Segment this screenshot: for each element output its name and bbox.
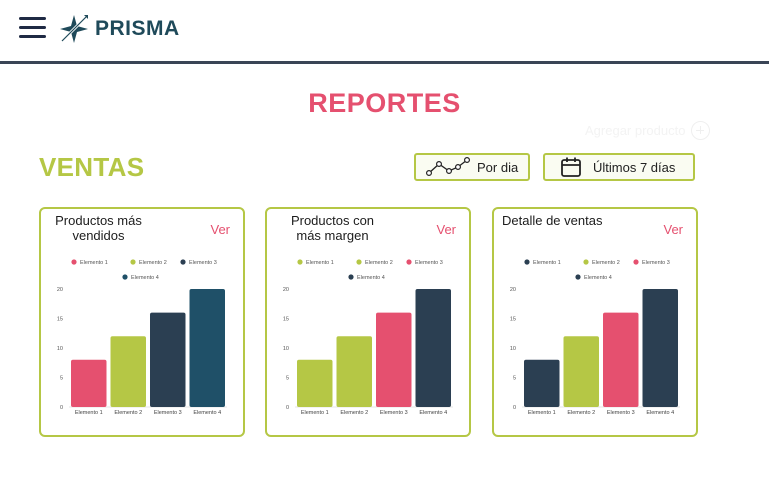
y-tick-label: 15 bbox=[510, 317, 516, 323]
add-circle-icon bbox=[691, 121, 711, 140]
bar-chart: Elemento 1 Elemento 2 Elemento 3 Elemento 4… bbox=[57, 259, 227, 416]
legend-marker bbox=[524, 259, 530, 265]
legend-label: Elemento 4 bbox=[131, 275, 159, 281]
y-tick-label: 10 bbox=[57, 346, 63, 352]
filter-by-day-button[interactable]: Por dia bbox=[414, 153, 530, 181]
card-title: Productos más vendidos bbox=[51, 213, 146, 243]
legend-label: Elemento 3 bbox=[642, 260, 670, 266]
bar bbox=[415, 289, 451, 407]
legend-marker bbox=[122, 274, 128, 280]
bar bbox=[189, 289, 225, 407]
bar bbox=[110, 336, 146, 407]
y-tick-label: 0 bbox=[286, 405, 289, 411]
bar-chart: Elemento 1 Elemento 2 Elemento 3 Elemento 4… bbox=[283, 259, 453, 416]
add-product-button[interactable]: Agregar producto bbox=[585, 121, 711, 140]
ver-link[interactable]: Ver bbox=[436, 222, 456, 237]
card-title-line1: Productos con bbox=[290, 213, 375, 228]
legend-marker bbox=[406, 259, 412, 265]
x-tick-label: Elemento 3 bbox=[154, 410, 182, 416]
date-range-button[interactable]: Últimos 7 días bbox=[543, 153, 695, 181]
x-tick-label: Elemento 2 bbox=[567, 410, 595, 416]
bar-chart: Elemento 1 Elemento 2 Elemento 3 Elemento 4… bbox=[510, 259, 680, 416]
card-title-line2: vendidos bbox=[72, 228, 125, 243]
x-tick-label: Elemento 1 bbox=[75, 410, 103, 416]
x-tick-label: Elemento 1 bbox=[301, 410, 329, 416]
bar bbox=[297, 359, 333, 407]
legend-marker bbox=[575, 274, 581, 280]
calendar-icon bbox=[561, 157, 581, 177]
bar bbox=[603, 312, 639, 407]
legend-marker bbox=[71, 259, 77, 265]
filter-by-day-label: Por dia bbox=[477, 159, 519, 175]
bar bbox=[563, 336, 599, 407]
y-tick-label: 15 bbox=[57, 317, 63, 323]
x-tick-label: Elemento 2 bbox=[114, 410, 142, 416]
legend-label: Elemento 2 bbox=[139, 260, 167, 266]
legend-label: Elemento 1 bbox=[533, 260, 561, 266]
page-title: REPORTES bbox=[308, 88, 461, 118]
menu-icon[interactable] bbox=[19, 17, 46, 39]
line-trend-icon bbox=[425, 156, 470, 177]
legend-marker bbox=[130, 259, 136, 265]
x-tick-label: Elemento 3 bbox=[380, 410, 408, 416]
legend-label: Elemento 1 bbox=[306, 260, 334, 266]
legend-label: Elemento 1 bbox=[80, 260, 108, 266]
y-tick-label: 5 bbox=[286, 376, 289, 382]
bar bbox=[642, 289, 678, 407]
x-tick-label: Elemento 4 bbox=[646, 410, 674, 416]
ver-link[interactable]: Ver bbox=[663, 222, 683, 237]
y-tick-label: 20 bbox=[57, 287, 63, 293]
x-tick-label: Elemento 4 bbox=[419, 410, 447, 416]
add-product-label: Agregar producto bbox=[585, 123, 686, 138]
bar bbox=[71, 359, 107, 407]
card-productos-mas-vendidos: Productos más vendidos Ver Elemento 1 Ele… bbox=[39, 207, 245, 437]
card-title-line1: Productos más bbox=[55, 213, 142, 228]
y-tick-label: 5 bbox=[60, 376, 63, 382]
y-tick-label: 10 bbox=[510, 346, 516, 352]
legend-marker bbox=[356, 259, 362, 265]
y-tick-label: 10 bbox=[283, 346, 289, 352]
legend-marker bbox=[180, 259, 186, 265]
legend-label: Elemento 3 bbox=[415, 260, 443, 266]
prisma-logo-icon bbox=[60, 15, 88, 43]
legend-marker bbox=[297, 259, 303, 265]
x-tick-label: Elemento 1 bbox=[528, 410, 556, 416]
brand-name: PRISMA bbox=[95, 17, 180, 40]
top-bar: PRISMA bbox=[0, 0, 769, 64]
section-title: VENTAS bbox=[39, 152, 145, 182]
bar bbox=[376, 312, 412, 407]
card-title: Detalle de ventas bbox=[502, 213, 612, 228]
legend-marker bbox=[348, 274, 354, 280]
ver-link[interactable]: Ver bbox=[210, 222, 230, 237]
bar bbox=[524, 359, 560, 407]
legend-label: Elemento 2 bbox=[365, 260, 393, 266]
legend-marker bbox=[583, 259, 589, 265]
y-tick-label: 20 bbox=[283, 287, 289, 293]
legend-label: Elemento 2 bbox=[592, 260, 620, 266]
bar bbox=[150, 312, 186, 407]
card-title-line2: más margen bbox=[296, 228, 369, 243]
legend-label: Elemento 4 bbox=[357, 275, 385, 281]
legend-label: Elemento 4 bbox=[584, 275, 612, 281]
x-tick-label: Elemento 3 bbox=[607, 410, 635, 416]
date-range-label: Últimos 7 días bbox=[593, 159, 676, 175]
y-tick-label: 5 bbox=[513, 376, 516, 382]
x-tick-label: Elemento 4 bbox=[193, 410, 221, 416]
y-tick-label: 20 bbox=[510, 287, 516, 293]
legend-label: Elemento 3 bbox=[189, 260, 217, 266]
legend-marker bbox=[633, 259, 639, 265]
bar bbox=[336, 336, 372, 407]
y-tick-label: 0 bbox=[513, 405, 516, 411]
card-detalle-de-ventas: Detalle de ventas Ver Elemento 1 Elemento… bbox=[492, 207, 698, 437]
card-title-line1: Detalle de ventas bbox=[502, 213, 603, 228]
y-tick-label: 15 bbox=[283, 317, 289, 323]
card-title: Productos con más margen bbox=[285, 213, 380, 243]
y-tick-label: 0 bbox=[60, 405, 63, 411]
x-tick-label: Elemento 2 bbox=[340, 410, 368, 416]
